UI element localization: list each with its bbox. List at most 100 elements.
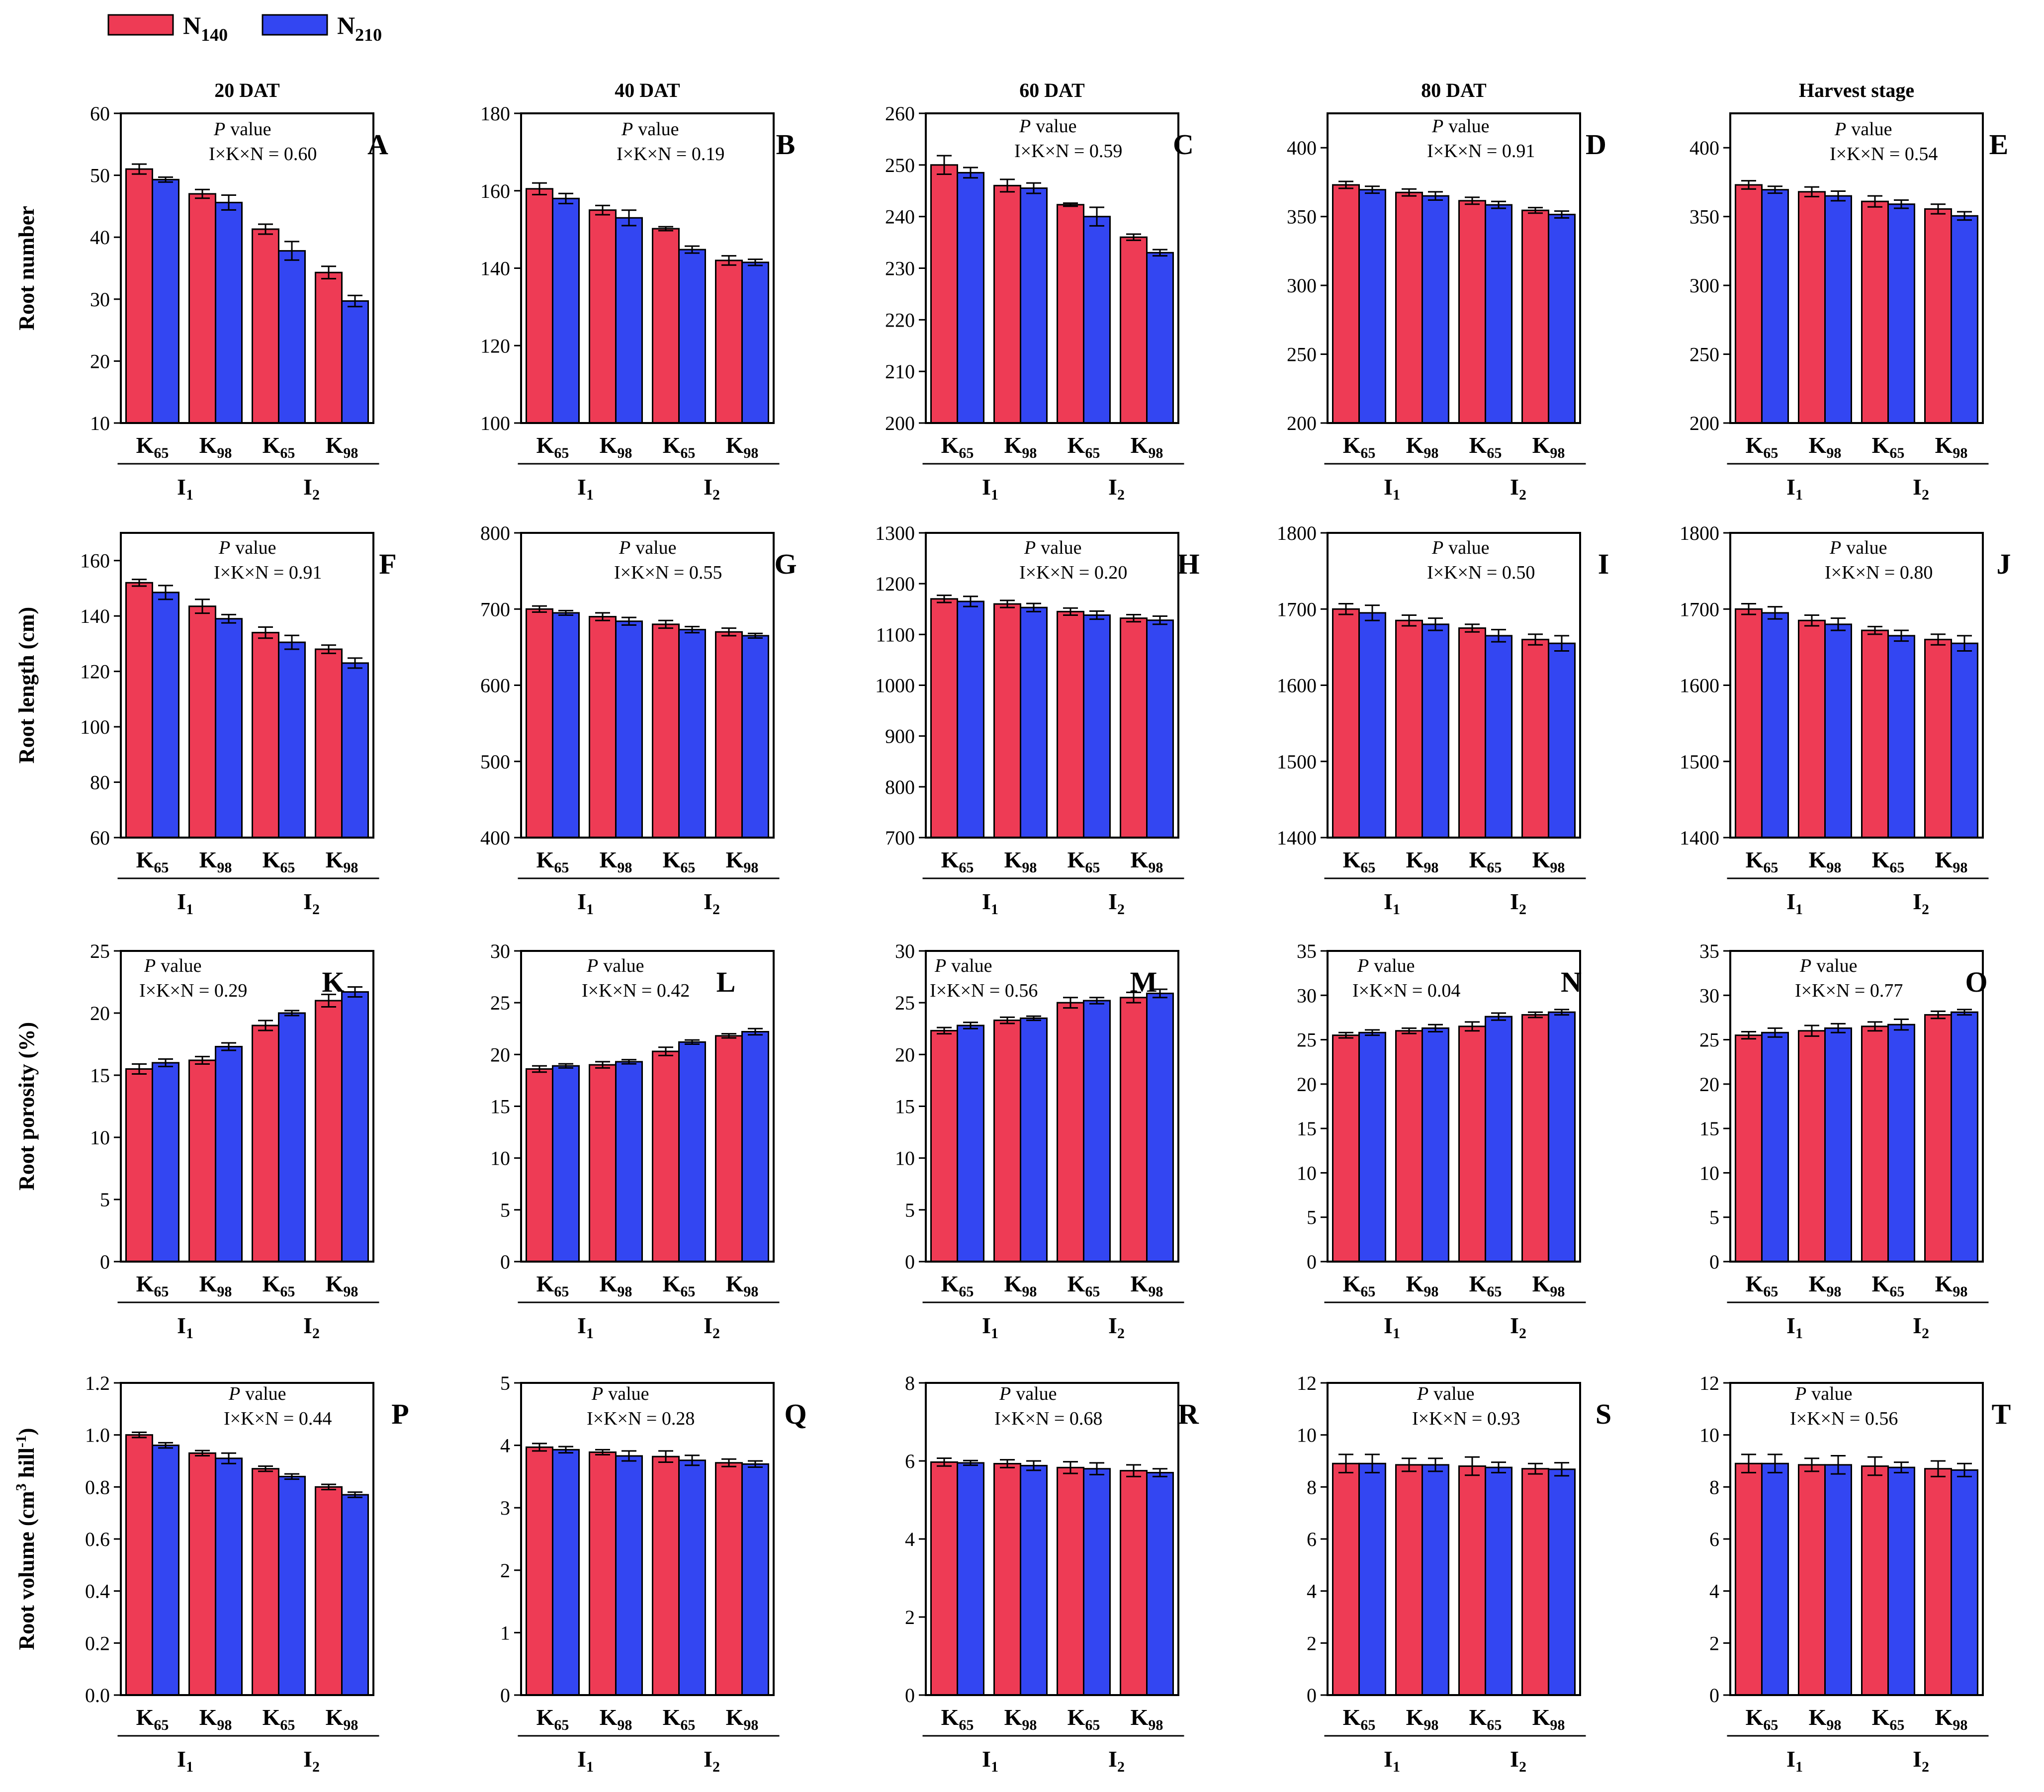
error-bar bbox=[1894, 629, 1909, 642]
y-tick-label: 1200 bbox=[875, 573, 915, 595]
y-tick-label: 35 bbox=[1699, 940, 1719, 962]
x-category-sub: 98 bbox=[343, 1717, 358, 1733]
error-bar bbox=[1768, 606, 1782, 620]
x-category-label: K98 bbox=[326, 1705, 358, 1733]
x-category-sub: 98 bbox=[217, 1717, 232, 1733]
bar-n140-3 bbox=[1861, 629, 1889, 839]
panel-letter: G bbox=[774, 548, 797, 580]
x-group-label: I1 bbox=[177, 474, 193, 503]
y-tick-label: 1500 bbox=[1680, 751, 1719, 773]
x-category-main: K bbox=[726, 432, 744, 458]
x-category-main: K bbox=[1067, 847, 1085, 872]
x-category-label: K98 bbox=[1406, 847, 1439, 876]
x-category-label: K65 bbox=[941, 432, 974, 461]
bar-n140-1 bbox=[526, 608, 553, 839]
bar-n140-2 bbox=[1395, 1464, 1423, 1696]
y-tick-label: 60 bbox=[90, 827, 110, 849]
y-tick-label: 160 bbox=[480, 180, 510, 202]
bar-n210-2 bbox=[1824, 1464, 1852, 1696]
y-tick-label: 6 bbox=[1709, 1528, 1719, 1550]
x-group-sub: 1 bbox=[586, 1759, 594, 1775]
bar-n140-4 bbox=[1521, 209, 1549, 424]
p-italic: P bbox=[621, 119, 633, 140]
x-category-main: K bbox=[536, 432, 554, 458]
x-group-label: I1 bbox=[1384, 1313, 1400, 1342]
x-category-sub: 65 bbox=[959, 1283, 974, 1300]
bar-n210-2 bbox=[1020, 187, 1048, 424]
x-group-sub: 1 bbox=[1393, 1759, 1400, 1775]
x-category-label: K65 bbox=[1343, 1271, 1376, 1300]
bar-n140-3 bbox=[1861, 1025, 1889, 1263]
x-group-main: I bbox=[704, 889, 712, 914]
x-category-sub: 65 bbox=[1085, 1717, 1100, 1733]
x-group-sub: 1 bbox=[1795, 901, 1803, 918]
y-tick-label: 1000 bbox=[875, 675, 915, 697]
error-bar bbox=[321, 644, 336, 654]
x-category-sub: 65 bbox=[154, 445, 169, 461]
y-tick-label: 2 bbox=[905, 1606, 915, 1628]
error-bar bbox=[1804, 614, 1819, 627]
error-bar bbox=[1126, 233, 1141, 241]
x-group-label: I1 bbox=[982, 474, 998, 503]
error-bar bbox=[685, 625, 700, 634]
bar-n140-4 bbox=[315, 1486, 343, 1696]
error-bar bbox=[721, 627, 736, 637]
x-category-main: K bbox=[1131, 847, 1149, 872]
bar-n140-4 bbox=[1120, 1470, 1148, 1696]
bar-n140-1 bbox=[125, 1068, 153, 1263]
x-category-main: K bbox=[1004, 847, 1022, 872]
x-category-main: K bbox=[1746, 1705, 1764, 1730]
x-group-main: I bbox=[177, 1313, 186, 1338]
error-bar bbox=[221, 1452, 236, 1464]
x-group-main: I bbox=[982, 1746, 991, 1772]
p-value-word: value bbox=[1811, 1383, 1852, 1404]
x-group-sub: 1 bbox=[1795, 1759, 1803, 1775]
x-group-label: I2 bbox=[1108, 1746, 1125, 1775]
bar-n140-2 bbox=[993, 603, 1021, 839]
y-tick-label: 25 bbox=[1297, 1029, 1317, 1051]
error-bar bbox=[158, 585, 173, 600]
x-group-sub: 2 bbox=[1519, 1325, 1526, 1342]
error-bar bbox=[348, 294, 362, 308]
x-group-main: I bbox=[1913, 889, 1922, 914]
x-category-sub: 65 bbox=[1487, 445, 1502, 461]
x-group-label: I2 bbox=[1510, 1746, 1526, 1775]
bar-n140-4 bbox=[315, 271, 343, 424]
x-category-main: K bbox=[536, 1705, 554, 1730]
p-value-word: value bbox=[1846, 537, 1887, 558]
error-bar bbox=[685, 245, 700, 254]
bar-n140-1 bbox=[526, 1446, 553, 1696]
y-tick-label: 0 bbox=[1709, 1684, 1719, 1707]
panel-letter: H bbox=[1177, 548, 1199, 580]
x-group-main: I bbox=[177, 889, 186, 914]
error-bar bbox=[1491, 1012, 1506, 1021]
legend-label-main: N bbox=[337, 11, 355, 39]
x-category-main: K bbox=[1406, 1271, 1424, 1296]
x-category-sub: 98 bbox=[1550, 1717, 1565, 1733]
x-category-label: K65 bbox=[1469, 1705, 1502, 1733]
x-category-label: K98 bbox=[726, 1705, 759, 1733]
bar-n210-3 bbox=[278, 250, 306, 424]
error-bar bbox=[1741, 1453, 1756, 1474]
x-group-sub: 2 bbox=[712, 1759, 720, 1775]
error-bar bbox=[748, 1460, 763, 1468]
x-group-sub: 1 bbox=[1795, 1325, 1803, 1342]
x-group-sub: 2 bbox=[1519, 901, 1526, 918]
x-category-main: K bbox=[326, 1271, 344, 1296]
interaction-pvalue: I×K×N = 0.20 bbox=[1019, 562, 1127, 583]
x-group-label: I2 bbox=[1510, 1313, 1526, 1342]
p-value-word: value bbox=[951, 955, 992, 976]
x-category-main: K bbox=[199, 1705, 217, 1730]
x-category-sub: 98 bbox=[1423, 1283, 1438, 1300]
y-tick-label: 8 bbox=[1709, 1476, 1719, 1498]
x-category-label: K65 bbox=[1343, 1705, 1376, 1733]
x-group-main: I bbox=[1913, 474, 1922, 500]
x-group-main: I bbox=[577, 889, 586, 914]
